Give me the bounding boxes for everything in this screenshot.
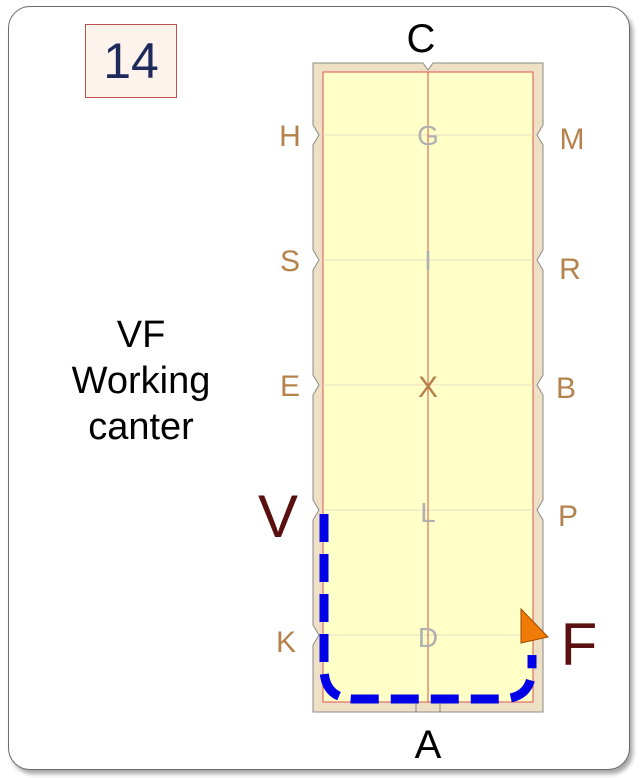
marker-center-1: G — [417, 120, 439, 151]
marker-path-end: F — [561, 611, 598, 678]
marker-center-5: D — [418, 622, 438, 653]
caption-line-2: Working — [71, 360, 211, 402]
marker-left-4: K — [276, 626, 296, 659]
exercise-caption: VF Working canter — [30, 312, 252, 450]
riding-path — [319, 514, 537, 704]
marker-path-start: V — [258, 483, 298, 550]
marker-left-1: H — [279, 120, 301, 153]
marker-center-4: L — [420, 497, 436, 528]
marker-right-4: P — [558, 500, 578, 533]
marker-left-3: E — [280, 370, 300, 403]
marker-right-2: R — [559, 253, 581, 286]
marker-center-2: I — [424, 245, 432, 276]
marker-right-3: B — [556, 372, 576, 405]
caption-line-3: canter — [88, 406, 194, 448]
marker-top: C — [407, 17, 436, 61]
direction-arrow-icon — [520, 607, 549, 644]
exercise-number-badge: 14 — [85, 24, 177, 98]
marker-right-1: M — [560, 123, 585, 156]
caption-line-1: VF — [116, 314, 166, 356]
marker-bottom: A — [415, 723, 442, 767]
marker-center-3: X — [418, 371, 438, 404]
marker-left-2: S — [280, 245, 300, 278]
